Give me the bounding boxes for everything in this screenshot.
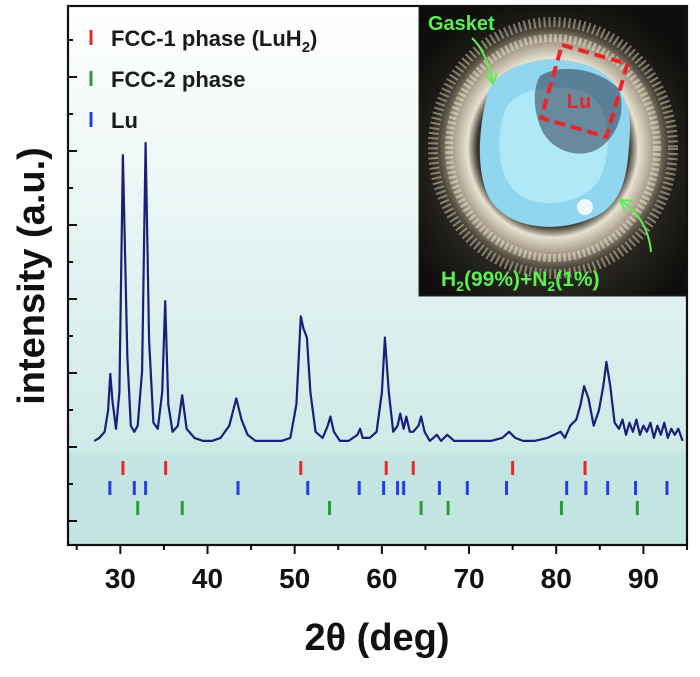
x-tick-label: 60 — [366, 563, 397, 594]
x-axis-title: 2θ (deg) — [304, 617, 449, 659]
x-tick-label: 40 — [192, 563, 223, 594]
inset-gasket-label: Gasket — [428, 13, 495, 35]
y-axis-title: intensity (a.u.) — [11, 147, 53, 405]
reference-ticks-2 — [136, 501, 639, 515]
x-tick-label: 50 — [279, 563, 310, 594]
reference-band — [68, 452, 687, 545]
x-tick-label: 70 — [453, 563, 484, 594]
x-axis: 30 40 50 60 70 80 90 — [75, 545, 688, 594]
inset-gas-label: H2(99%)+N2(1%) — [441, 268, 600, 294]
legend-label-fcc2: FCC-2 phase — [111, 67, 245, 92]
reference-ticks-0 — [121, 461, 587, 475]
legend-item-lu: Lu — [89, 108, 138, 133]
reference-ticks-1 — [108, 481, 669, 495]
y-axis — [68, 39, 77, 522]
legend: FCC-1 phase (LuH2) FCC-2 phase Lu — [89, 26, 317, 133]
lu-box — [538, 42, 630, 140]
inset-photo: Lu Gasket H2(99%)+N2(1%) — [419, 6, 687, 296]
x-tick-label: 30 — [105, 563, 136, 594]
plot-frame — [66, 4, 689, 547]
gasket-arrow — [471, 37, 494, 85]
legend-label-lu: Lu — [111, 108, 138, 133]
lu-sample — [534, 68, 622, 154]
inset-lu-label: Lu — [567, 91, 591, 113]
legend-item-fcc2: FCC-2 phase — [89, 67, 245, 92]
gas-arrow — [619, 199, 652, 253]
x-tick-label: 90 — [628, 563, 659, 594]
legend-label-fcc1: FCC-1 phase (LuH2) — [111, 26, 317, 56]
x-tick-label: 80 — [541, 563, 572, 594]
legend-item-fcc1: FCC-1 phase (LuH2) — [89, 26, 317, 56]
xrd-pattern-line — [93, 141, 684, 442]
